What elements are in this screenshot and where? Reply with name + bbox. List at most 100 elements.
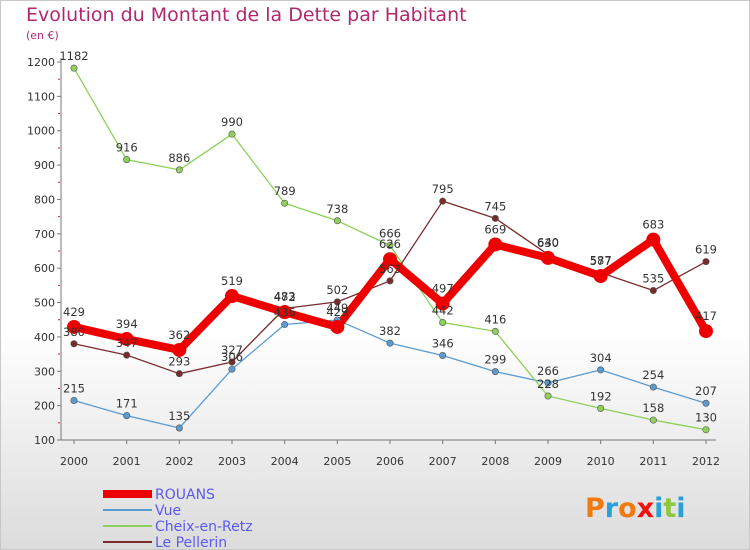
data-label: 497 — [432, 282, 454, 296]
data-label: 626 — [379, 237, 401, 251]
proxiti-logo: Proxiti — [585, 493, 686, 524]
logo-letter: o — [618, 493, 637, 524]
axes: 100 200 300 400 500 600 700 800 900 1000 1100 1200 2… — [27, 56, 720, 468]
x-tick-label: 2002 — [165, 455, 193, 468]
data-point — [702, 258, 710, 266]
data-label: 299 — [484, 353, 506, 367]
y-tick-label: 1200 — [27, 56, 55, 69]
data-point — [439, 351, 447, 359]
data-point — [172, 342, 187, 357]
y-tick-label: 1100 — [27, 90, 55, 103]
data-label: 442 — [432, 303, 454, 317]
x-tick-label: 2009 — [534, 455, 562, 468]
data-label: 254 — [642, 368, 664, 382]
data-label: 795 — [432, 182, 454, 196]
data-point — [175, 424, 183, 432]
data-label: 417 — [695, 309, 717, 323]
data-label: 293 — [168, 355, 190, 369]
logo-letter: i — [676, 493, 685, 524]
data-label: 789 — [274, 184, 296, 198]
logo-letter: i — [654, 493, 663, 524]
data-label: 304 — [590, 351, 612, 365]
y-tick-label: 1000 — [27, 125, 55, 138]
logo-text: Proxiti — [585, 493, 686, 524]
data-label: 483 — [274, 289, 296, 303]
data-point — [491, 368, 499, 376]
data-point — [597, 366, 605, 374]
y-tick-label: 200 — [34, 400, 55, 413]
data-point — [70, 396, 78, 404]
data-label: 449 — [326, 301, 348, 315]
data-point — [439, 197, 447, 205]
data-labels: 215 171 135 306 436 449 382 346 299 266 304 254 207 1… — [59, 49, 717, 425]
data-point — [228, 365, 236, 373]
x-tick-label: 2003 — [218, 455, 246, 468]
legend-label: Le Pellerin — [155, 535, 227, 550]
logo-letter: t — [663, 493, 676, 524]
data-label: 228 — [537, 377, 559, 391]
x-tick-label: 2008 — [481, 455, 509, 468]
data-label: 171 — [116, 397, 138, 411]
x-tick-label: 2004 — [271, 455, 299, 468]
data-point — [386, 277, 394, 285]
data-label: 535 — [642, 272, 664, 286]
data-point — [175, 166, 183, 174]
data-label: 327 — [221, 343, 243, 357]
data-point — [119, 331, 134, 346]
data-point — [646, 232, 661, 247]
x-tick-label: 2011 — [639, 455, 667, 468]
data-point — [333, 298, 341, 306]
data-point — [702, 426, 710, 434]
data-point — [386, 339, 394, 347]
data-label: 207 — [695, 384, 717, 398]
data-label: 916 — [116, 141, 138, 155]
data-label: 745 — [484, 199, 506, 213]
y-tick-label: 300 — [34, 365, 55, 378]
y-tick-label: 100 — [34, 434, 55, 447]
data-label: 394 — [116, 317, 138, 331]
data-point — [228, 130, 236, 138]
data-point — [225, 289, 239, 304]
data-point — [70, 340, 78, 348]
data-label: 640 — [537, 235, 559, 249]
legend-label: Vue — [155, 503, 181, 519]
data-point — [333, 217, 341, 225]
data-point — [281, 321, 289, 329]
y-tick-label: 800 — [34, 193, 55, 206]
y-tick-label: 600 — [34, 262, 55, 275]
series-points — [67, 64, 713, 434]
data-point — [281, 199, 289, 207]
data-point — [649, 287, 657, 295]
data-label: 886 — [168, 151, 190, 165]
y-tick-label: 700 — [34, 228, 55, 241]
data-label: 135 — [168, 409, 190, 423]
y-tick-label: 400 — [34, 331, 55, 344]
data-label: 130 — [695, 411, 717, 425]
x-tick-label: 2005 — [323, 455, 351, 468]
data-point — [541, 250, 555, 265]
data-point — [383, 252, 397, 267]
data-point — [228, 358, 236, 366]
data-label: 990 — [221, 115, 243, 129]
data-point — [70, 64, 78, 72]
x-tick-label: 2012 — [692, 455, 720, 468]
y-tick-label: 900 — [34, 159, 55, 172]
data-label: 502 — [326, 283, 348, 297]
data-label: 215 — [63, 381, 85, 395]
y-unit-label: (en €) — [26, 29, 59, 42]
logo-letter: r — [605, 493, 619, 524]
data-label: 619 — [695, 243, 717, 257]
data-point — [597, 404, 605, 412]
data-label: 306 — [221, 350, 243, 364]
data-label: 472 — [274, 290, 296, 304]
data-point — [544, 379, 552, 387]
data-label: 346 — [432, 336, 454, 350]
x-tick-label: 2007 — [429, 455, 457, 468]
data-label: 683 — [642, 218, 664, 232]
data-point — [386, 242, 394, 250]
logo-letter: x — [637, 493, 654, 524]
data-point — [67, 319, 81, 334]
data-point — [435, 296, 450, 311]
